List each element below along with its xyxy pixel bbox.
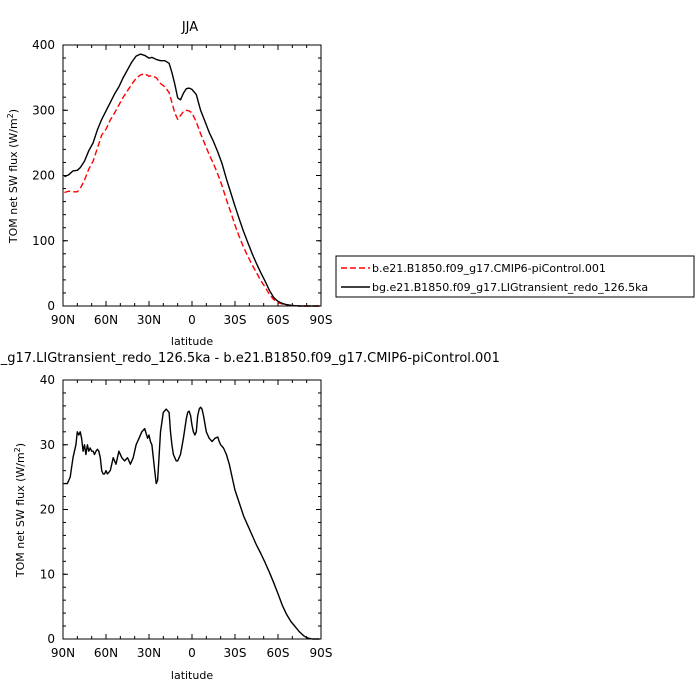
x-tick-label: 30S [224,313,247,327]
series-group-bottom [64,406,320,640]
x-tick-label: 30N [137,646,161,660]
y-tick-label: 20 [40,503,55,517]
y-tick-label: 0 [47,299,55,313]
plot-frame-bottom [62,379,322,640]
x-tick-label: 30N [137,313,161,327]
chart-title-bottom: bg.e21.B1850.f09_g17.LIGtransient_redo_1… [0,351,500,366]
y-tick-label: 200 [32,169,55,183]
y-axis-label-bottom-sup: 2 [13,447,22,452]
y-tick-label: 10 [40,567,55,581]
x-axis-label-bottom: latitude [171,669,213,682]
y-tick-label: 0 [47,632,55,646]
y-axis-label-bottom-end: ) [14,443,27,447]
x-tick-label: 60S [267,313,290,327]
x-tick-label: 90S [310,646,333,660]
y-axis-label-top-end: ) [7,109,20,113]
y-tick-label: 100 [32,234,55,248]
y-axis-label-top: TOM net SW flux (W/m2) [6,109,20,244]
y-tick-label: 400 [32,38,55,52]
x-axis-label-top: latitude [171,335,213,348]
axis-ticks-bottom: 90N 60N 30N 0 30S 60S 90S 0 10 20 30 40 [40,373,333,660]
y-tick-label: 300 [32,103,55,117]
x-tick-label: 90N [51,313,75,327]
series-group-top [64,53,320,307]
chart-legend: b.e21.B1850.f09_g17.CMIP6-piControl.001 … [335,255,695,298]
y-axis-label-top-sup: 2 [6,113,15,118]
x-tick-label: 30S [224,646,247,660]
y-tick-label: 30 [40,438,55,452]
y-axis-label-bottom: TOM net SW flux (W/m2) [13,443,27,578]
chart-title-top: JJA [181,20,198,35]
series-line-top-1 [64,53,320,307]
x-tick-label: 60S [267,646,290,660]
y-axis-label-bottom-main: TOM net SW flux (W/m [14,452,27,578]
x-tick-label: 0 [188,646,196,660]
y-tick-label: 40 [40,373,55,387]
axis-ticks-top: 90N 60N 30N 0 30S 60S 90S 0 100 200 300 400 [32,38,332,327]
series-line-top-0 [64,72,320,307]
series-line-bottom-0 [64,406,320,640]
legend-box [335,255,695,298]
chart-panel-top: JJA 90N 60N 30N 0 30S 60S 90S 0 100 200 300 400 lat… [6,20,332,348]
x-tick-label: 0 [188,313,196,327]
x-tick-label: 90N [51,646,75,660]
chart-panel-bottom: bg.e21.B1850.f09_g17.LIGtransient_redo_1… [0,351,500,682]
y-axis-label-top-main: TOM net SW flux (W/m [7,118,20,244]
plot-frame-top [62,44,322,307]
x-tick-label: 60N [94,313,118,327]
legend-label-lig-transient: bg.e21.B1850.f09_g17.LIGtransient_redo_1… [372,281,648,294]
x-tick-label: 60N [94,646,118,660]
legend-label-pi-control: b.e21.B1850.f09_g17.CMIP6-piControl.001 [372,262,606,275]
x-tick-label: 90S [310,313,333,327]
